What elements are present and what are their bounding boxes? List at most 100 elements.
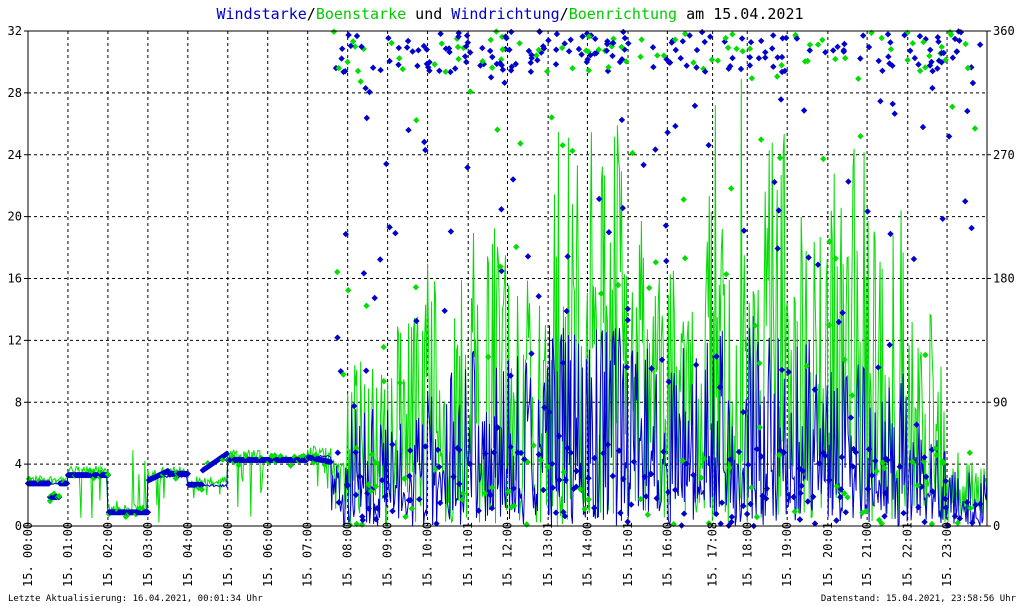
gust-direction-point [914, 482, 921, 489]
wind-direction-point [407, 447, 414, 454]
wind-direction-point [811, 386, 818, 393]
wind-direction-point [934, 34, 941, 41]
wind-direction-point [379, 477, 386, 484]
wind-direction-point [956, 515, 963, 522]
gust-direction-point [516, 40, 523, 47]
wind-direction-point [455, 33, 462, 40]
gust-direction-point [330, 28, 338, 35]
wind-direction-point [690, 471, 697, 479]
gust-direction-point [595, 46, 602, 53]
wind-direction-point [951, 35, 959, 43]
y-right-tick-label: 360 [993, 24, 1015, 38]
wind-direction-point [737, 65, 745, 73]
wind-direction-point [489, 53, 496, 61]
wind-direction-point [762, 495, 770, 502]
y-left-tick-label: 24 [8, 148, 22, 162]
wind-direction-point [942, 495, 949, 502]
wind-direction-point [535, 293, 542, 300]
gust-direction-point [756, 360, 763, 367]
wind-direction-point [45, 480, 53, 487]
gust-direction-point [380, 343, 387, 351]
wind-direction-point [563, 307, 570, 315]
wind-direction-point [421, 138, 428, 146]
wind-direction-point [436, 67, 443, 74]
wind-direction-point [648, 365, 655, 372]
gust-direction-point [942, 56, 949, 64]
wind-direction-point [762, 54, 769, 61]
wind-direction-point [746, 62, 754, 69]
gust-direction-point [577, 485, 584, 493]
wind-direction-point [956, 37, 963, 44]
gust-direction-point [728, 185, 735, 192]
gust-direction-point [820, 155, 827, 163]
gust-direction-point [904, 56, 911, 64]
gust-direction-point [442, 68, 449, 75]
wind-direction-point [962, 198, 969, 205]
wind-direction-point [578, 51, 585, 58]
x-tick-label: 15. 12:00 [501, 522, 515, 587]
gust-direction-point [705, 520, 713, 527]
wind-direction-point [679, 38, 686, 45]
wind-direction-point [929, 67, 936, 75]
wind-direction-point [377, 256, 384, 263]
wind-direction-point [528, 350, 535, 357]
gust-direction-point [724, 44, 732, 51]
gust-direction-point [454, 43, 462, 51]
wind-direction-point [425, 64, 432, 71]
wind-direction-point [353, 32, 361, 40]
wind-direction-point [452, 65, 459, 72]
wind-direction-point [910, 255, 918, 263]
wind-direction-point [507, 67, 515, 74]
wind-direction-point [743, 510, 751, 518]
gust-direction-point [681, 255, 689, 262]
wind-direction-point [900, 509, 907, 517]
wind-direction-point [915, 61, 922, 68]
wind-direction-point [682, 460, 690, 467]
wind-direction-point [665, 378, 672, 385]
wind-direction-point [335, 499, 342, 506]
gust-direction-point [353, 445, 360, 452]
gust-direction-point [608, 43, 615, 50]
wind-direction-point [415, 47, 422, 54]
wind-direction-point [891, 110, 898, 117]
wind-direction-point [783, 34, 790, 42]
gust-direction-point [344, 58, 351, 66]
x-tick-label: 15. 19:00 [780, 522, 794, 587]
x-tick-label: 15. 16:00 [660, 522, 674, 587]
x-tick-label: 15. 21:00 [860, 522, 874, 587]
wind-direction-point [755, 55, 763, 62]
wind-direction-point [780, 449, 787, 456]
wind-direction-point [372, 516, 380, 523]
wind-direction-point [641, 473, 648, 481]
y-left-tick-label: 16 [8, 272, 22, 286]
wind-direction-point [949, 54, 956, 61]
wind-direction-point [352, 491, 360, 499]
wind-direction-point [340, 68, 347, 76]
wind-direction-point [534, 57, 541, 64]
gust-direction-point [560, 468, 567, 476]
wind-direction-point [369, 64, 377, 71]
wind-direction-point [603, 47, 610, 54]
wind-direction-point [352, 449, 359, 456]
wind-direction-point [728, 518, 735, 526]
wind-direction-point [922, 473, 930, 480]
wind-direction-point [693, 46, 701, 54]
wind-direction-point [969, 519, 976, 526]
gust-direction-point [340, 371, 347, 378]
gust-direction-point [680, 196, 687, 203]
gust-direction-point [819, 36, 826, 44]
wind-direction-point [600, 450, 607, 457]
wind-direction-point [759, 492, 766, 500]
wind-direction-point [584, 56, 591, 63]
wind-direction-point [934, 65, 941, 72]
gust-direction-point [346, 521, 353, 528]
wind-direction-point [868, 472, 876, 479]
wind-direction-point [745, 461, 752, 468]
wind-direction-point [389, 441, 396, 448]
gust-direction-point [360, 45, 367, 53]
wind-direction-point [882, 489, 889, 497]
wind-direction-point [507, 443, 514, 451]
gust-direction-point [544, 68, 551, 75]
gust-direction-point [756, 424, 763, 431]
